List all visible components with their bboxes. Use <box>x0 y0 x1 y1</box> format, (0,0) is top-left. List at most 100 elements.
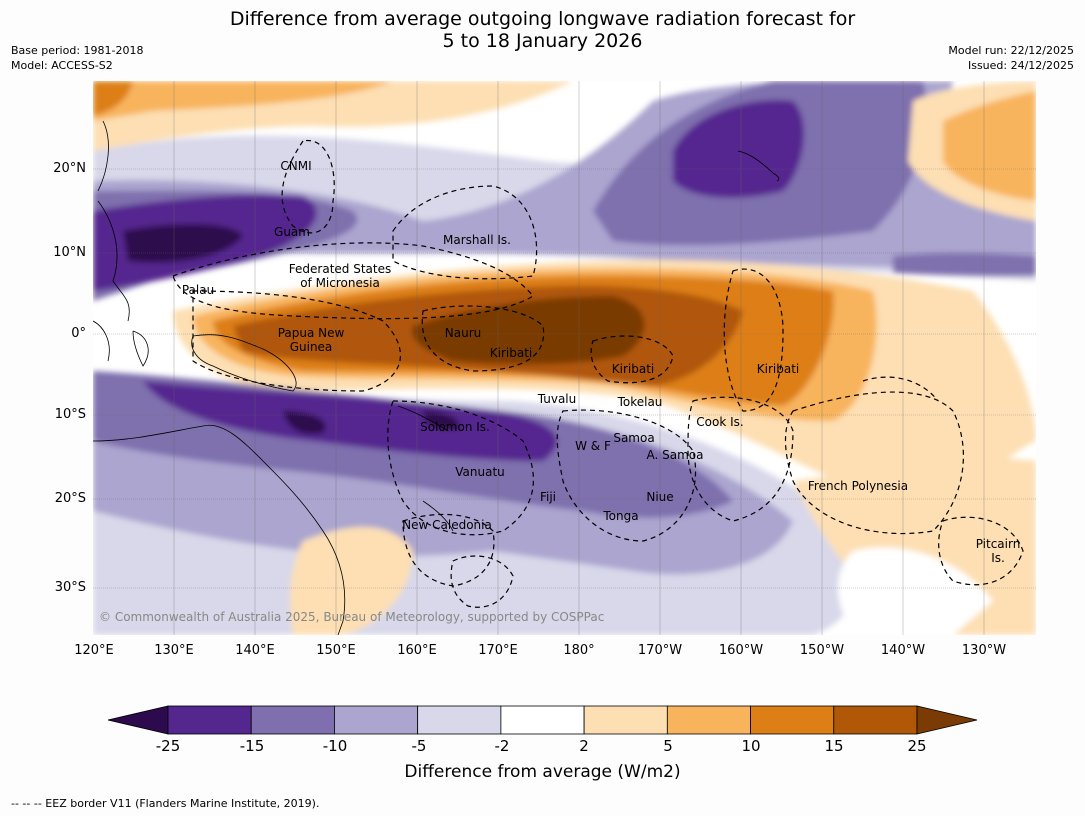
south-cool-deep <box>143 381 558 461</box>
eez-solomons-vanuatu-fiji <box>387 400 534 536</box>
eez-newcal <box>402 513 495 587</box>
lat-label-10s: 10°S <box>54 407 86 422</box>
colorbar-tick: -2 <box>494 737 510 755</box>
colorbar-tick: -25 <box>155 737 181 755</box>
footnote: -- -- -- EEZ border V11 (Flanders Marine… <box>11 797 320 810</box>
colorbar-segment <box>833 705 918 735</box>
colorbar-segment <box>583 705 668 735</box>
colorbar-segment <box>666 705 751 735</box>
place-pitcairn: Pitcairn Is. <box>976 537 1021 565</box>
map-canvas <box>93 81 1036 635</box>
issued-date: Issued: 24/12/2025 <box>967 59 1074 72</box>
base-period: Base period: 1981-2018 <box>11 44 144 57</box>
colorbar <box>107 705 978 735</box>
lon-label-170w: 170°W <box>637 643 683 658</box>
colorbar-tick: 10 <box>741 737 761 755</box>
colorbar-extend-low <box>107 705 169 735</box>
coast-philippines <box>97 120 130 322</box>
lon-label-150w: 150°W <box>799 643 845 658</box>
eez-east-edge <box>862 376 939 402</box>
place-cnmi: CNMI <box>280 159 312 173</box>
place-fsm-line2: of Micronesia <box>300 276 380 290</box>
place-marshall: Marshall Is. <box>443 233 511 247</box>
coast-new-caledonia <box>422 500 454 532</box>
lon-label-160w: 160°W <box>718 643 764 658</box>
lon-label-140w: 140°W <box>880 643 926 658</box>
colorbar-tick: 2 <box>579 737 589 755</box>
eez-marshall <box>392 185 538 280</box>
place-tuvalu: Tuvalu <box>537 392 577 406</box>
place-pitcairn-line2: Is. <box>991 551 1005 565</box>
coast-new-guinea <box>191 334 297 392</box>
place-kiribati-phoenix: Kiribati <box>611 362 655 376</box>
eez-cnmi <box>281 140 335 234</box>
coastlines <box>93 120 780 635</box>
lat-label-20s: 20°S <box>54 491 86 506</box>
north-east-band <box>893 252 1036 277</box>
eez-fsm <box>172 242 534 320</box>
place-nauru: Nauru <box>444 326 482 340</box>
colorbar-tick: 15 <box>824 737 844 755</box>
place-guam: Guam <box>274 225 310 239</box>
place-french-polynesia: French Polynesia <box>807 479 909 493</box>
place-fsm-line1: Federated States <box>288 262 392 276</box>
lat-label-20n: 20°N <box>53 161 86 176</box>
lon-label-120e: 120°E <box>74 643 114 658</box>
eez-kiribati-phoenix <box>590 335 674 384</box>
anomaly-shading <box>93 81 1036 635</box>
coast-borneo-sulawesi <box>93 320 149 367</box>
place-png-line1: Papua New <box>277 326 345 340</box>
model-run: Model run: 22/12/2025 <box>948 44 1074 57</box>
colorbar-tick: -5 <box>411 737 427 755</box>
eez-pitcairn <box>938 516 1024 586</box>
colorbar-segment <box>167 705 252 735</box>
place-solomon: Solomon Is. <box>420 420 490 434</box>
place-tonga: Tonga <box>603 509 639 523</box>
place-pitcairn-line1: Pitcairn <box>975 537 1021 551</box>
copyright-notice: © Commonwealth of Australia 2025, Bureau… <box>99 610 605 624</box>
eez-cook <box>687 396 794 522</box>
place-tokelau: Tokelau <box>617 395 663 409</box>
olr-anomaly-map <box>93 81 1036 635</box>
lon-label-140e: 140°E <box>235 643 275 658</box>
south-cool-deep-core <box>283 411 459 435</box>
place-cook: Cook Is. <box>696 415 744 429</box>
lat-label-30s: 30°S <box>54 580 86 595</box>
place-fsm: Federated States of Micronesia <box>289 262 391 290</box>
graticule <box>93 81 1036 635</box>
place-palau: Palau <box>181 283 215 297</box>
nw-warm-corner-mid <box>93 81 393 121</box>
place-niue: Niue <box>646 490 674 504</box>
chart-title: Difference from average outgoing longwav… <box>0 8 1085 52</box>
place-vanuatu: Vanuatu <box>455 465 505 479</box>
lon-label-170e: 170°E <box>478 643 518 658</box>
place-wallis-futuna: W & F <box>575 439 611 453</box>
colorbar-segment <box>500 705 585 735</box>
ne-warm-corner-mid <box>943 91 1036 201</box>
eez-kiribati-gilbert <box>421 305 545 372</box>
place-new-caledonia: New Caledonia <box>402 518 492 532</box>
lon-label-130e: 130°E <box>154 643 194 658</box>
lon-label-180: 180° <box>563 643 595 658</box>
colorbar-segment <box>417 705 502 735</box>
place-samoa: Samoa <box>613 431 655 445</box>
eq-warm-25 <box>412 296 645 365</box>
colorbar-tick: 5 <box>663 737 673 755</box>
place-kiribati-line: Kiribati <box>756 362 800 376</box>
colorbar-label: Difference from average (W/m2) <box>404 762 681 782</box>
colorbar-tick: 25 <box>907 737 927 755</box>
place-american-samoa: A. Samoa <box>646 448 704 462</box>
eez-french-polynesia <box>784 391 964 535</box>
coast-australia <box>93 424 346 635</box>
colorbar-segment <box>334 705 419 735</box>
meta-left: Base period: 1981-2018 Model: ACCESS-S2 <box>11 43 143 73</box>
colorbar-segment <box>250 705 335 735</box>
coast-hawaii <box>737 150 780 182</box>
north-deep-hawaii <box>673 100 804 198</box>
place-kiribati-gilbert: Kiribati <box>489 346 533 360</box>
place-png: Papua New Guinea <box>278 326 345 354</box>
lon-label-150e: 150°E <box>316 643 356 658</box>
lat-label-10n: 10°N <box>53 245 86 260</box>
lon-label-130w: 130°W <box>961 643 1007 658</box>
model-name: Model: ACCESS-S2 <box>11 59 113 72</box>
